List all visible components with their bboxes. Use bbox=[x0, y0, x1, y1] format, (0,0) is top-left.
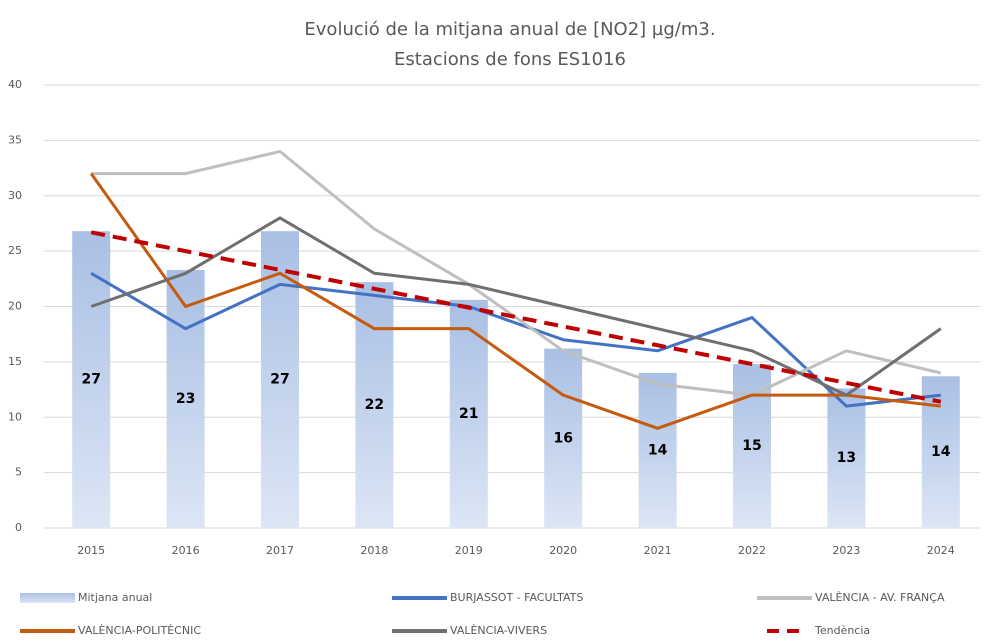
legend-label: BURJASSOT - FACULTATS bbox=[450, 591, 583, 604]
line-series bbox=[89, 172, 941, 430]
x-tick-label: 2019 bbox=[455, 544, 483, 557]
bar bbox=[638, 372, 677, 528]
line-series bbox=[91, 149, 942, 397]
data-label: 14 bbox=[931, 444, 951, 460]
y-tick-label: 10 bbox=[8, 410, 22, 423]
y-tick-label: 35 bbox=[8, 133, 22, 146]
data-label: 13 bbox=[837, 450, 856, 466]
data-label: 22 bbox=[365, 397, 384, 413]
y-tick-label: 30 bbox=[8, 189, 22, 202]
x-tick-label: 2015 bbox=[77, 544, 105, 557]
line-series bbox=[90, 216, 942, 397]
bar bbox=[827, 388, 866, 528]
y-tick-label: 20 bbox=[8, 300, 22, 313]
legend-label: VALÈNCIA-VIVERS bbox=[450, 624, 547, 637]
y-tick-label: 25 bbox=[8, 244, 22, 257]
data-label: 23 bbox=[176, 391, 195, 407]
data-label: 15 bbox=[742, 438, 761, 454]
x-tick-label: 2016 bbox=[172, 544, 200, 557]
data-label: 27 bbox=[81, 372, 100, 388]
y-tick-label: 0 bbox=[15, 521, 22, 534]
chart-subtitle: Estacions de fons ES1016 bbox=[394, 49, 626, 70]
y-tick-label: 15 bbox=[8, 355, 22, 368]
legend-label: VALÈNCIA - AV. FRANÇA bbox=[815, 591, 945, 604]
data-label: 16 bbox=[553, 430, 572, 446]
bar bbox=[355, 282, 394, 528]
legend-label: VALÈNCIA-POLITÈCNIC bbox=[78, 624, 201, 637]
x-tick-label: 2024 bbox=[927, 544, 955, 557]
x-tick-label: 2022 bbox=[738, 544, 766, 557]
legend-label: Tendència bbox=[814, 624, 870, 637]
bar bbox=[544, 348, 583, 528]
line-series bbox=[90, 271, 941, 408]
y-tick-label: 5 bbox=[15, 466, 22, 479]
data-label: 14 bbox=[648, 442, 668, 458]
data-label: 21 bbox=[459, 406, 478, 422]
legend-swatch bbox=[20, 593, 75, 603]
data-label: 27 bbox=[270, 372, 289, 388]
x-tick-label: 2020 bbox=[549, 544, 577, 557]
x-tick-label: 2018 bbox=[360, 544, 388, 557]
y-tick-label: 40 bbox=[8, 78, 22, 91]
legend-label: Mitjana anual bbox=[78, 591, 152, 604]
x-tick-label: 2017 bbox=[266, 544, 294, 557]
x-tick-label: 2023 bbox=[832, 544, 860, 557]
x-tick-label: 2021 bbox=[644, 544, 672, 557]
bar bbox=[733, 364, 771, 528]
line-series bbox=[90, 230, 942, 404]
chart-title: Evolució de la mitjana anual de [NO2] µg… bbox=[304, 19, 715, 40]
bar bbox=[166, 269, 205, 528]
